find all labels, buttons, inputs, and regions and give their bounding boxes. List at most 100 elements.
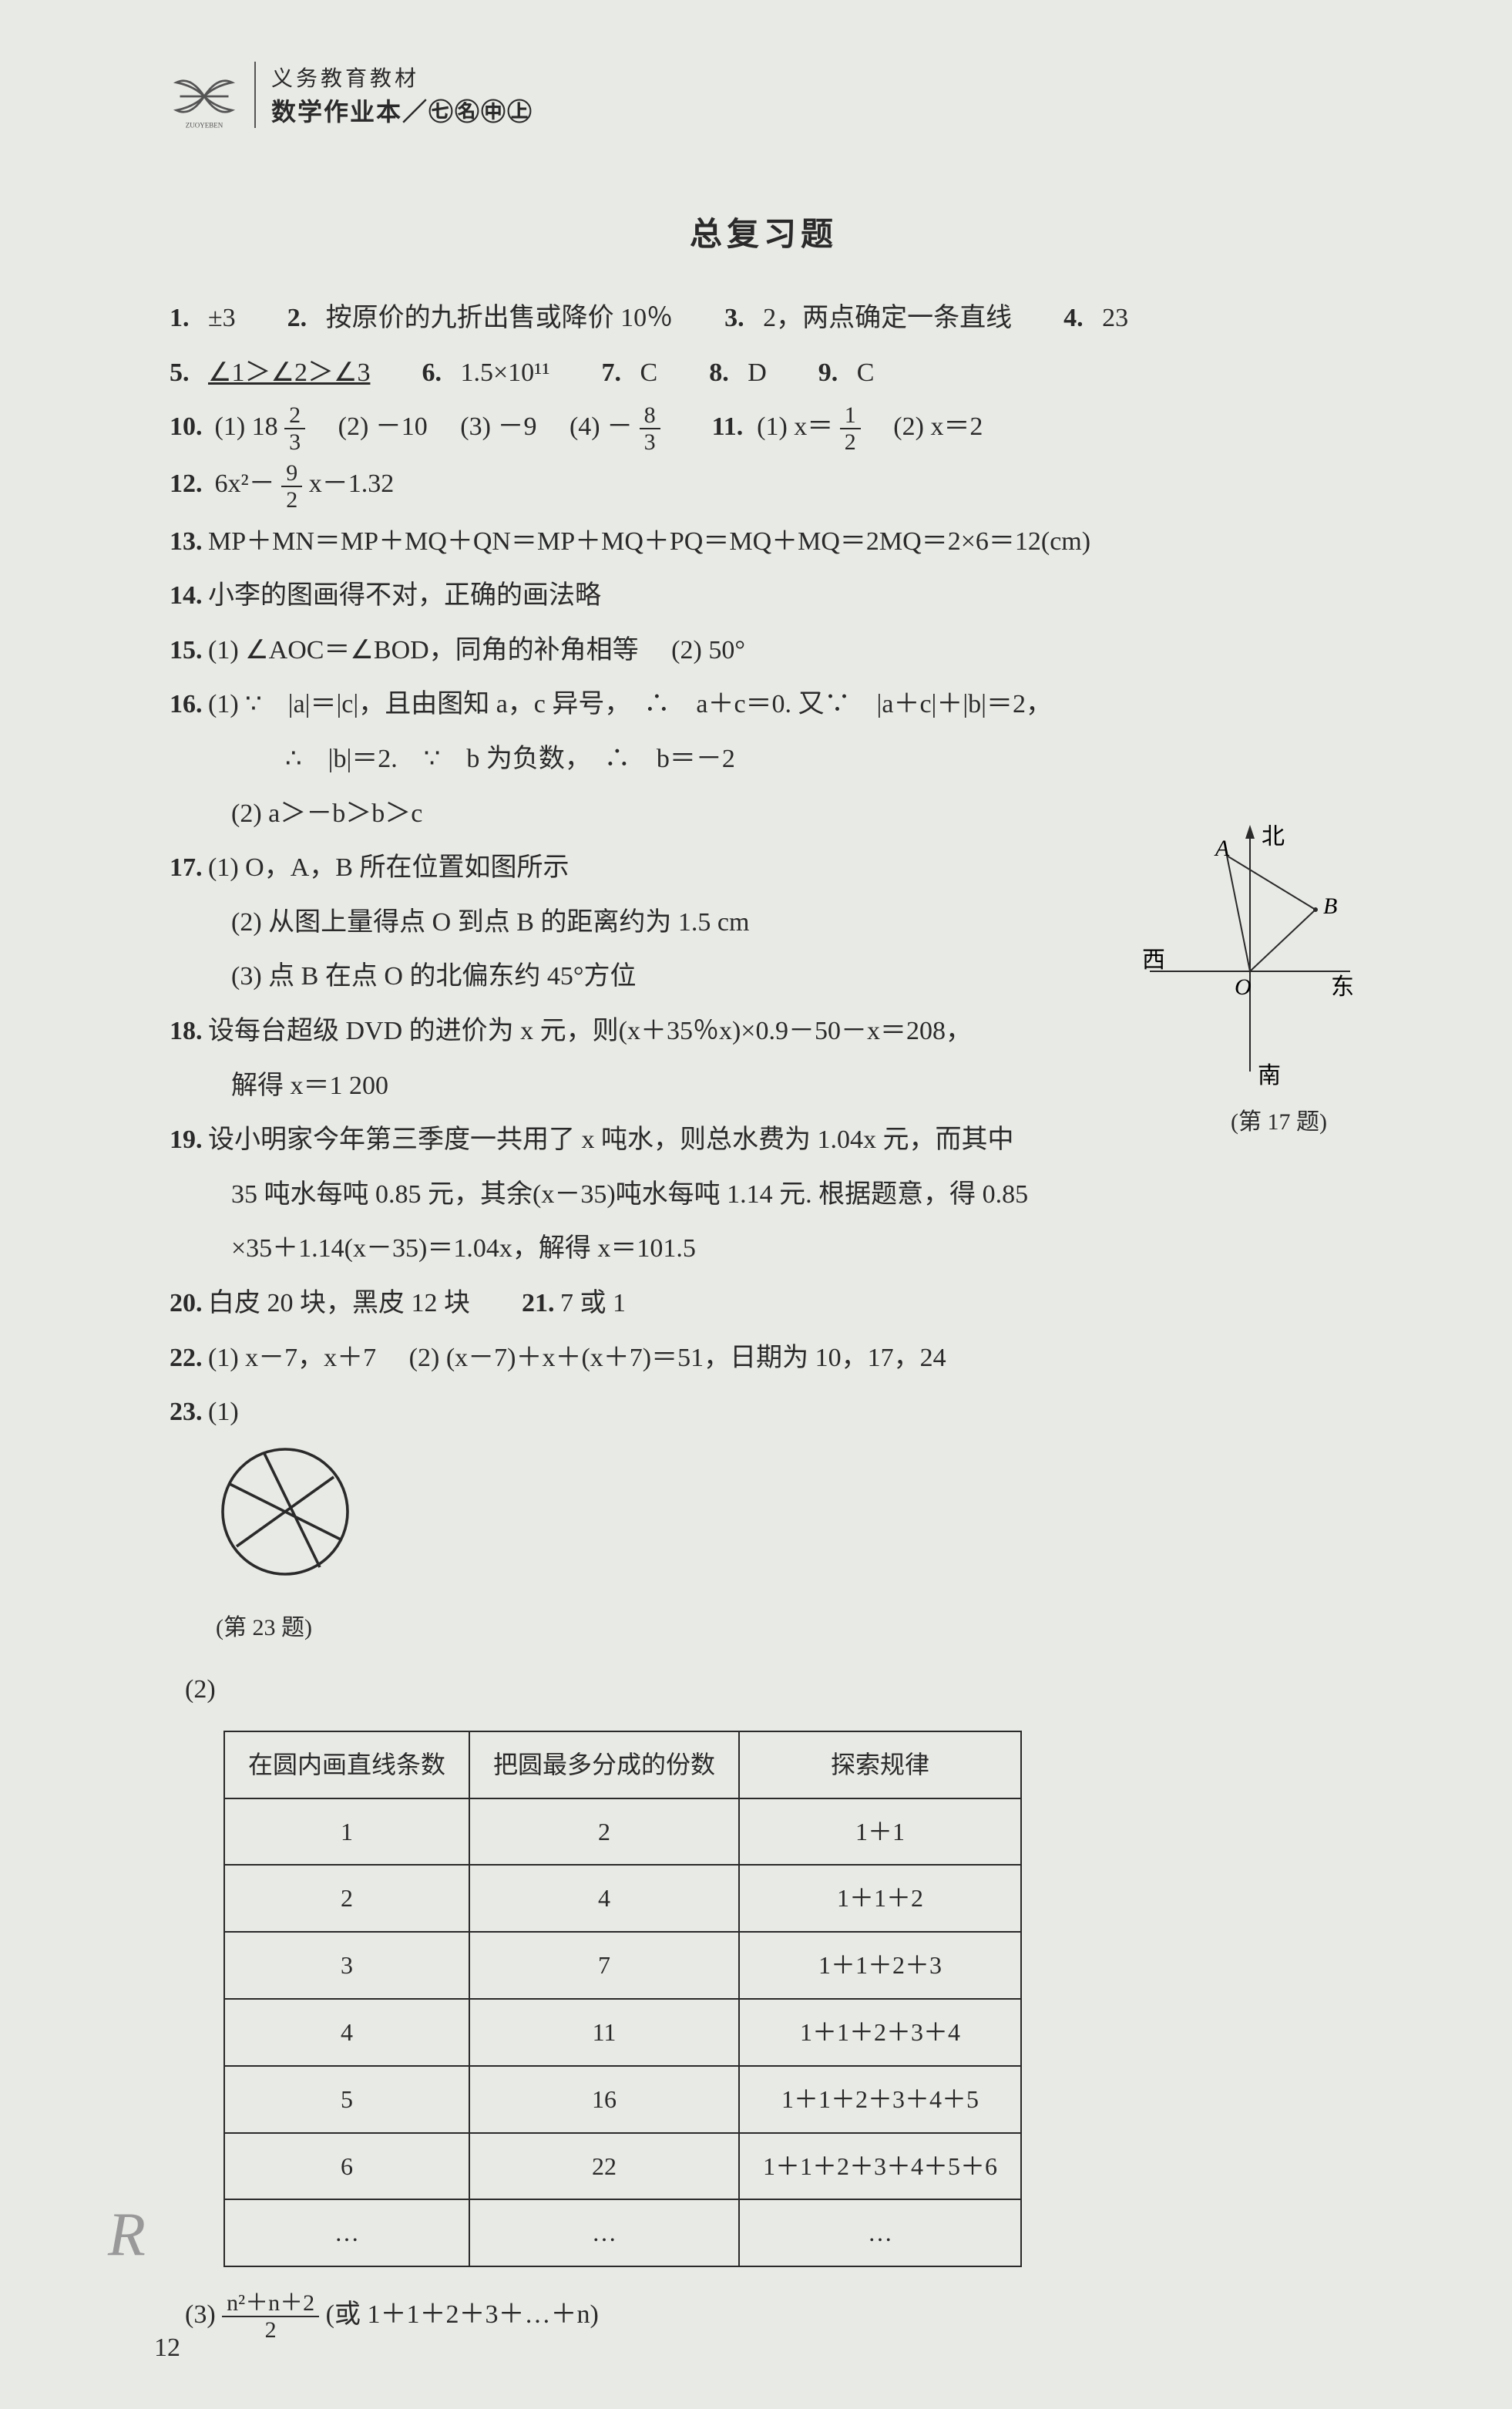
svg-text:A: A xyxy=(1214,836,1230,861)
answer-text: x＝2 xyxy=(930,412,983,441)
answer-line: 5.∠1＞∠2＞∠3 6.1.5×10¹¹ 7.C 8.D 9.C xyxy=(170,348,1358,399)
compass-diagram-icon: A B O 北 南 东 西 xyxy=(1142,817,1358,1095)
bottom-logo-icon: R xyxy=(108,2200,146,2270)
header-title: 数学作业本／㊆㊔㊥㊤ xyxy=(271,93,533,128)
answer-line: ×35＋1.14(x－35)＝1.04x，解得 x＝101.5 xyxy=(170,1224,1358,1274)
svg-text:北: 北 xyxy=(1262,824,1285,850)
answer-line: 12. 6x²－ 92 x－1.32 xyxy=(170,459,1358,512)
frac-den: 2 xyxy=(281,487,302,513)
answer-text: 50° xyxy=(708,636,745,664)
page-number: 12 xyxy=(154,2333,180,2363)
answer-text: a＞－b＞b＞c xyxy=(268,799,422,828)
answer-line: 35 吨水每吨 0.85 元，其余(x－35)吨水每吨 1.14 元. 根据题意… xyxy=(170,1170,1358,1220)
answer-text: (1) xyxy=(208,1398,239,1426)
table-cell: 1 xyxy=(224,1798,469,1866)
answer-text: 2，两点确定一条直线 xyxy=(763,304,1012,332)
answer-text: － xyxy=(606,412,633,441)
answer-text: 6x²－ xyxy=(215,469,275,498)
table-cell: 1＋1＋2＋3＋4＋5＋6 xyxy=(739,2133,1021,2200)
answer-line: 1.±3 2.按原价的九折出售或降价 10％ 3.2，两点确定一条直线 4.23 xyxy=(170,294,1358,344)
answer-line: (3) n²＋n＋22 (或 1＋1＋2＋3＋…＋n) xyxy=(170,2290,1358,2343)
answer-line: 16.(1) ∵ |a|＝|c|，且由图知 a，c 异号， ∴ a＋c＝0. 又… xyxy=(170,680,1358,730)
answer-text: 点 B 在点 O 的北偏东约 45°方位 xyxy=(268,962,636,991)
table-cell: 1＋1＋2＋3 xyxy=(739,1932,1021,1999)
answer-text: ∵ |a|＝|c|，且由图知 a，c 异号， ∴ a＋c＝0. 又∵ |a＋c|… xyxy=(245,690,1052,718)
answer-text: C xyxy=(857,358,875,387)
section-title: 总复习题 xyxy=(170,208,1358,255)
frac-den: 2 xyxy=(222,2317,319,2343)
table-header: 把圆最多分成的份数 xyxy=(469,1731,739,1798)
answer-text: (或 1＋1＋2＋3＋…＋n) xyxy=(326,2300,599,2329)
diagram-caption: (第 17 题) xyxy=(1231,1102,1327,1136)
page-container: ZUOYEBEN 义务教育教材 数学作业本／㊆㊔㊥㊤ 总复习题 1.±3 2.按… xyxy=(0,0,1512,2409)
table-cell: 7 xyxy=(469,1932,739,1999)
table-row: 371＋1＋2＋3 xyxy=(224,1932,1021,1999)
answer-text: MP＋MN＝MP＋MQ＋QN＝MP＋MQ＋PQ＝MQ＋MQ＝2MQ＝2×6＝12… xyxy=(208,527,1090,556)
answer-text: 设每台超级 DVD 的进价为 x 元，则(x＋35％x)×0.9－50－x＝20… xyxy=(208,1017,972,1045)
svg-text:ZUOYEBEN: ZUOYEBEN xyxy=(186,122,223,130)
table-cell: 4 xyxy=(469,1865,739,1932)
svg-text:南: 南 xyxy=(1258,1063,1281,1088)
frac-den: 3 xyxy=(640,429,660,455)
answer-text: －10 xyxy=(375,412,428,441)
svg-text:B: B xyxy=(1323,893,1337,919)
table-cell: 1＋1＋2＋3＋4＋5 xyxy=(739,2066,1021,2133)
answer-line: 22.(1) x－7，x＋7 (2) (x－7)＋x＋(x＋7)＝51，日期为 … xyxy=(170,1334,1358,1384)
table-header: 探索规律 xyxy=(739,1731,1021,1798)
frac-den: 2 xyxy=(840,429,861,455)
table-cell: … xyxy=(224,2199,469,2266)
answer-text: 解得 x＝1 200 xyxy=(231,1072,388,1100)
table-cell: 1＋1 xyxy=(739,1798,1021,1866)
answer-line: ∴ |b|＝2. ∵ b 为负数， ∴ b＝－2 xyxy=(170,735,1358,785)
header-subtitle: 义务教育教材 xyxy=(271,62,533,93)
frac-num: 8 xyxy=(640,402,660,429)
frac-num: 1 xyxy=(840,402,861,429)
answer-text: 7 或 1 xyxy=(560,1289,626,1317)
answer-text: 35 吨水每吨 0.85 元，其余(x－35)吨水每吨 1.14 元. 根据题意… xyxy=(231,1180,1028,1209)
table-cell: 1＋1＋2 xyxy=(739,1865,1021,1932)
svg-text:西: 西 xyxy=(1142,947,1165,973)
answer-text: D xyxy=(748,358,767,387)
answer-text: －9 xyxy=(497,412,536,441)
answer-line: 13.MP＋MN＝MP＋MQ＋QN＝MP＋MQ＋PQ＝MQ＋MQ＝2MQ＝2×6… xyxy=(170,517,1358,567)
table-cell: … xyxy=(739,2199,1021,2266)
circle-diagram-icon xyxy=(216,1442,354,1581)
answer-text: ±3 xyxy=(208,304,236,332)
answer-text: ∠1＞∠2＞∠3 xyxy=(208,358,370,387)
table-cell: 1＋1＋2＋3＋4 xyxy=(739,1999,1021,2066)
answer-text: ∠AOC＝∠BOD，同角的补角相等 xyxy=(245,636,639,664)
answer-line: (2) xyxy=(170,1665,1358,1715)
answer-line: 19.设小明家今年第三季度一共用了 x 吨水，则总水费为 1.04x 元，而其中 xyxy=(170,1115,1358,1166)
answer-text: 白皮 20 块，黑皮 12 块 xyxy=(208,1289,470,1317)
answer-text: x－1.32 xyxy=(309,469,395,498)
table-cell: 16 xyxy=(469,2066,739,2133)
answer-text: ∴ |b|＝2. ∵ b 为负数， ∴ b＝－2 xyxy=(285,745,735,773)
content-area: 1.±3 2.按原价的九折出售或降价 10％ 3.2，两点确定一条直线 4.23… xyxy=(170,294,1358,2343)
table-row: ……… xyxy=(224,2199,1021,2266)
answer-text: O，A，B 所在位置如图所示 xyxy=(245,853,569,882)
svg-text:O: O xyxy=(1235,974,1252,1000)
answer-text: C xyxy=(640,358,658,387)
table-cell: 22 xyxy=(469,2133,739,2200)
answer-text: (x－7)＋x＋(x＋7)＝51，日期为 10，17，24 xyxy=(446,1344,946,1372)
answer-text: x＝ xyxy=(794,412,833,441)
answer-text: 从图上量得点 O 到点 B 的距离约为 1.5 cm xyxy=(268,908,749,937)
table-row: 4111＋1＋2＋3＋4 xyxy=(224,1999,1021,2066)
table-cell: 11 xyxy=(469,1999,739,2066)
table-cell: 6 xyxy=(224,2133,469,2200)
frac-den: 3 xyxy=(284,429,305,455)
answer-text: 小李的图画得不对，正确的画法略 xyxy=(208,581,601,610)
table-cell: 2 xyxy=(469,1798,739,1866)
circle-caption: (第 23 题) xyxy=(216,1606,1358,1650)
table-cell: 3 xyxy=(224,1932,469,1999)
pattern-table: 在圆内画直线条数 把圆最多分成的份数 探索规律 121＋1241＋1＋2371＋… xyxy=(223,1731,1022,2267)
table-cell: 4 xyxy=(224,1999,469,2066)
publisher-logo-icon: ZUOYEBEN xyxy=(170,62,239,131)
table-header: 在圆内画直线条数 xyxy=(224,1731,469,1798)
header-text: 义务教育教材 数学作业本／㊆㊔㊥㊤ xyxy=(254,62,533,128)
table-cell: … xyxy=(469,2199,739,2266)
table-row: 121＋1 xyxy=(224,1798,1021,1866)
answer-text: 18 xyxy=(252,412,278,441)
answer-line: 14.小李的图画得不对，正确的画法略 xyxy=(170,571,1358,621)
table-row: 6221＋1＋2＋3＋4＋5＋6 xyxy=(224,2133,1021,2200)
